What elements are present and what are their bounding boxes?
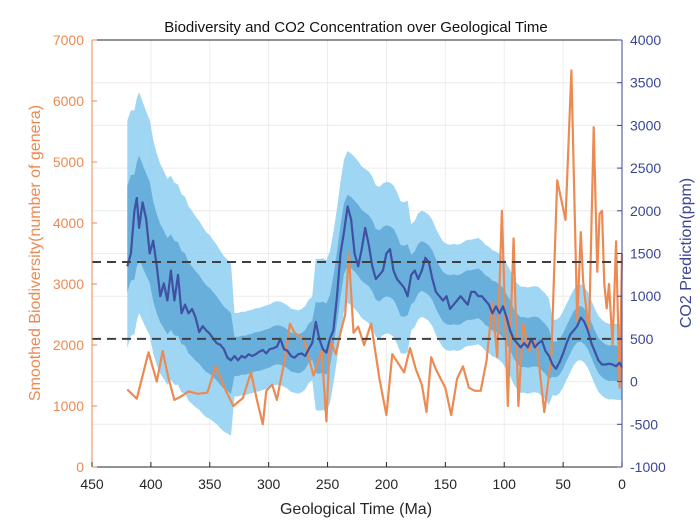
x-tick-label: 200 <box>375 476 399 492</box>
x-tick-label: 450 <box>80 476 104 492</box>
biodiversity-series-line <box>126 69 624 426</box>
y-left-tick-label: 0 <box>76 459 84 475</box>
chart-title: Biodiversity and CO2 Concentration over … <box>164 19 548 36</box>
x-tick-label: 100 <box>493 476 517 492</box>
y-left-tick-label: 2000 <box>53 337 84 353</box>
y-right-tick-label: 1500 <box>630 246 661 262</box>
tick-labels: 450 400 350 300 250 200 150 100 50 00100020003000… <box>53 32 666 492</box>
y-right-tick-label: 2000 <box>630 203 661 219</box>
y-left-tick-label: 7000 <box>53 32 84 48</box>
y-right-tick-label: -1000 <box>630 459 666 475</box>
y-right-tick-label: 500 <box>630 331 654 347</box>
y-left-tick-label: 1000 <box>53 398 84 414</box>
y-left-tick-label: 4000 <box>53 215 84 231</box>
y-right-tick-label: 1000 <box>630 288 661 304</box>
y-right-tick-label: -500 <box>630 416 658 432</box>
co2-series-line <box>126 196 623 370</box>
threshold-lines <box>92 261 622 340</box>
y-left-tick-label: 6000 <box>53 93 84 109</box>
x-tick-label: 50 <box>555 476 571 492</box>
y-right-axis-title: CO2 Prediction(ppm) <box>678 178 695 328</box>
y-right-tick-label: 3000 <box>630 117 661 133</box>
x-tick-label: 400 <box>139 476 163 492</box>
y-right-tick-label: 2500 <box>630 160 661 176</box>
y-left-tick-label: 5000 <box>53 154 84 170</box>
series-lines <box>126 69 624 426</box>
y-right-tick-label: 4000 <box>630 32 661 48</box>
axes <box>91 39 623 468</box>
y-left-tick-label: 3000 <box>53 276 84 292</box>
x-tick-label: 300 <box>257 476 281 492</box>
x-tick-label: 150 <box>434 476 458 492</box>
y-right-tick-label: 0 <box>630 374 638 390</box>
x-tick-label: 350 <box>198 476 222 492</box>
y-left-axis-title: Smoothed Biodiversity(number of genera) <box>27 105 44 401</box>
x-tick-label: 0 <box>618 476 626 492</box>
x-axis-title: Geological Time (Ma) <box>280 501 432 518</box>
y-right-tick-label: 3500 <box>630 75 661 91</box>
x-tick-label: 250 <box>316 476 340 492</box>
